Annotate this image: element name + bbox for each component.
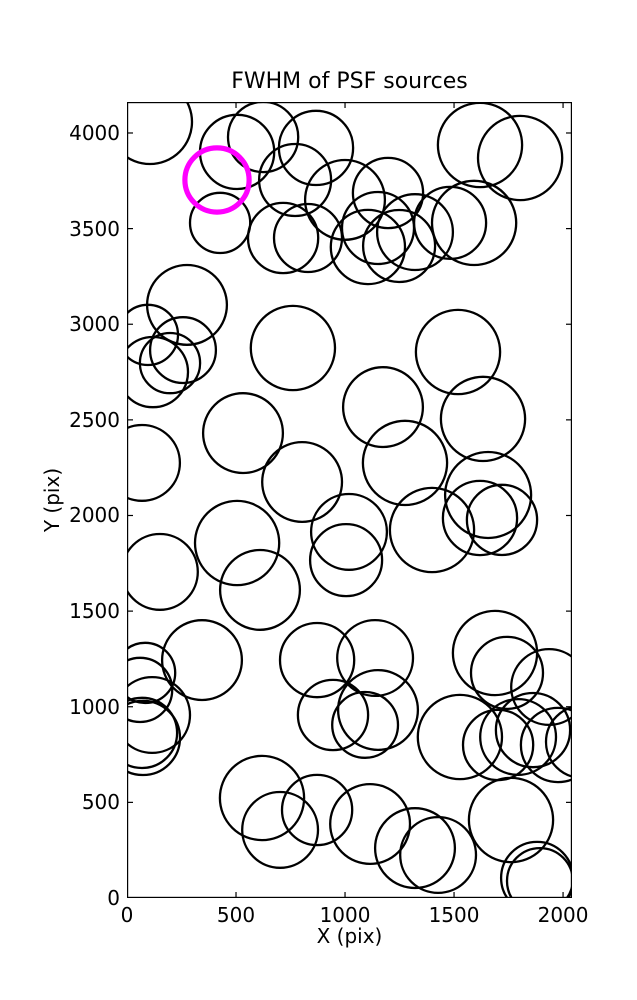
highlight-circle [182,145,252,215]
y-tick-label: 2500 [69,407,120,432]
psf-circle [494,691,572,769]
psf-circle [375,193,455,272]
psf-circle [218,754,306,842]
plot-area [127,102,572,898]
psf-circle [476,114,564,202]
psf-circle [127,102,194,166]
y-tick-label: 3000 [69,312,120,337]
psf-circle [148,316,218,385]
psf-circle [329,782,412,866]
psf-circle [127,532,199,611]
psf-circle [246,201,320,275]
y-tick-label: 2000 [69,503,120,528]
psf-circle [296,678,370,752]
psf-circle [469,635,545,711]
psf-circle [127,696,179,770]
psf-circle [443,450,533,540]
psf-circle [388,486,476,574]
psf-circle [451,609,539,697]
psf-circle [465,483,539,557]
psf-circle [138,331,202,395]
y-tick-label: 1500 [69,599,120,624]
psf-circle [280,773,354,847]
psf-circle [127,303,180,367]
psf-circle [430,179,518,267]
psf-circle [226,102,300,174]
psf-circle [309,492,389,571]
psf-circle [351,156,425,230]
plot-title: FWHM of PSF sources [231,69,468,94]
psf-circle [249,304,337,392]
psf-circle [127,699,182,777]
psf-circle [277,109,355,187]
x-tick-label: 0 [120,903,134,927]
psf-circle [373,807,457,890]
psf-circle [257,142,333,218]
psf-circle [341,366,425,449]
psf-circle [336,618,415,698]
psf-circle [160,619,244,702]
psf-circle [414,308,502,396]
psf-circle [241,790,320,869]
psf-circle [272,202,344,274]
psf-circle [127,675,192,755]
psf-circle [416,693,504,781]
plot-border [127,102,572,898]
y-tick-label: 3500 [69,216,120,241]
psf-circle [505,846,572,898]
psf-circle [193,499,281,587]
x-tick-label: 500 [216,903,256,927]
x-tick-label: 1000 [319,903,371,927]
psf-circles-layer [127,102,572,898]
psf-circle [336,668,420,752]
y-tick-label: 0 [107,886,120,910]
psf-circle [261,440,344,524]
psf-circle [441,479,519,557]
psf-circle [278,621,356,699]
psf-circle [308,522,384,598]
psf-circle [201,392,285,475]
psf-circle [439,375,527,463]
psf-circle [361,208,437,284]
y-tick-label: 500 [81,790,120,815]
y-tick-label: 4000 [69,120,120,145]
y-tick-label: 1000 [69,694,120,719]
psf-circle [499,840,572,898]
psf-circle [127,423,182,502]
psf-circle [544,706,572,778]
psf-circle [329,208,407,286]
psf-circle [412,185,488,261]
psf-circle [331,690,400,759]
x-tick-label: 2000 [537,903,589,927]
psf-circle [145,263,229,346]
psf-circle [479,697,558,777]
psf-circle [127,656,174,724]
psf-circle [399,815,478,895]
psf-circle [218,548,302,631]
psf-circle [519,706,572,784]
psf-circle [127,641,177,705]
psf-circle [361,419,449,507]
psf-circle [467,776,555,864]
x-tick-label: 1500 [428,903,480,927]
x-axis-label: X (pix) [316,924,383,948]
